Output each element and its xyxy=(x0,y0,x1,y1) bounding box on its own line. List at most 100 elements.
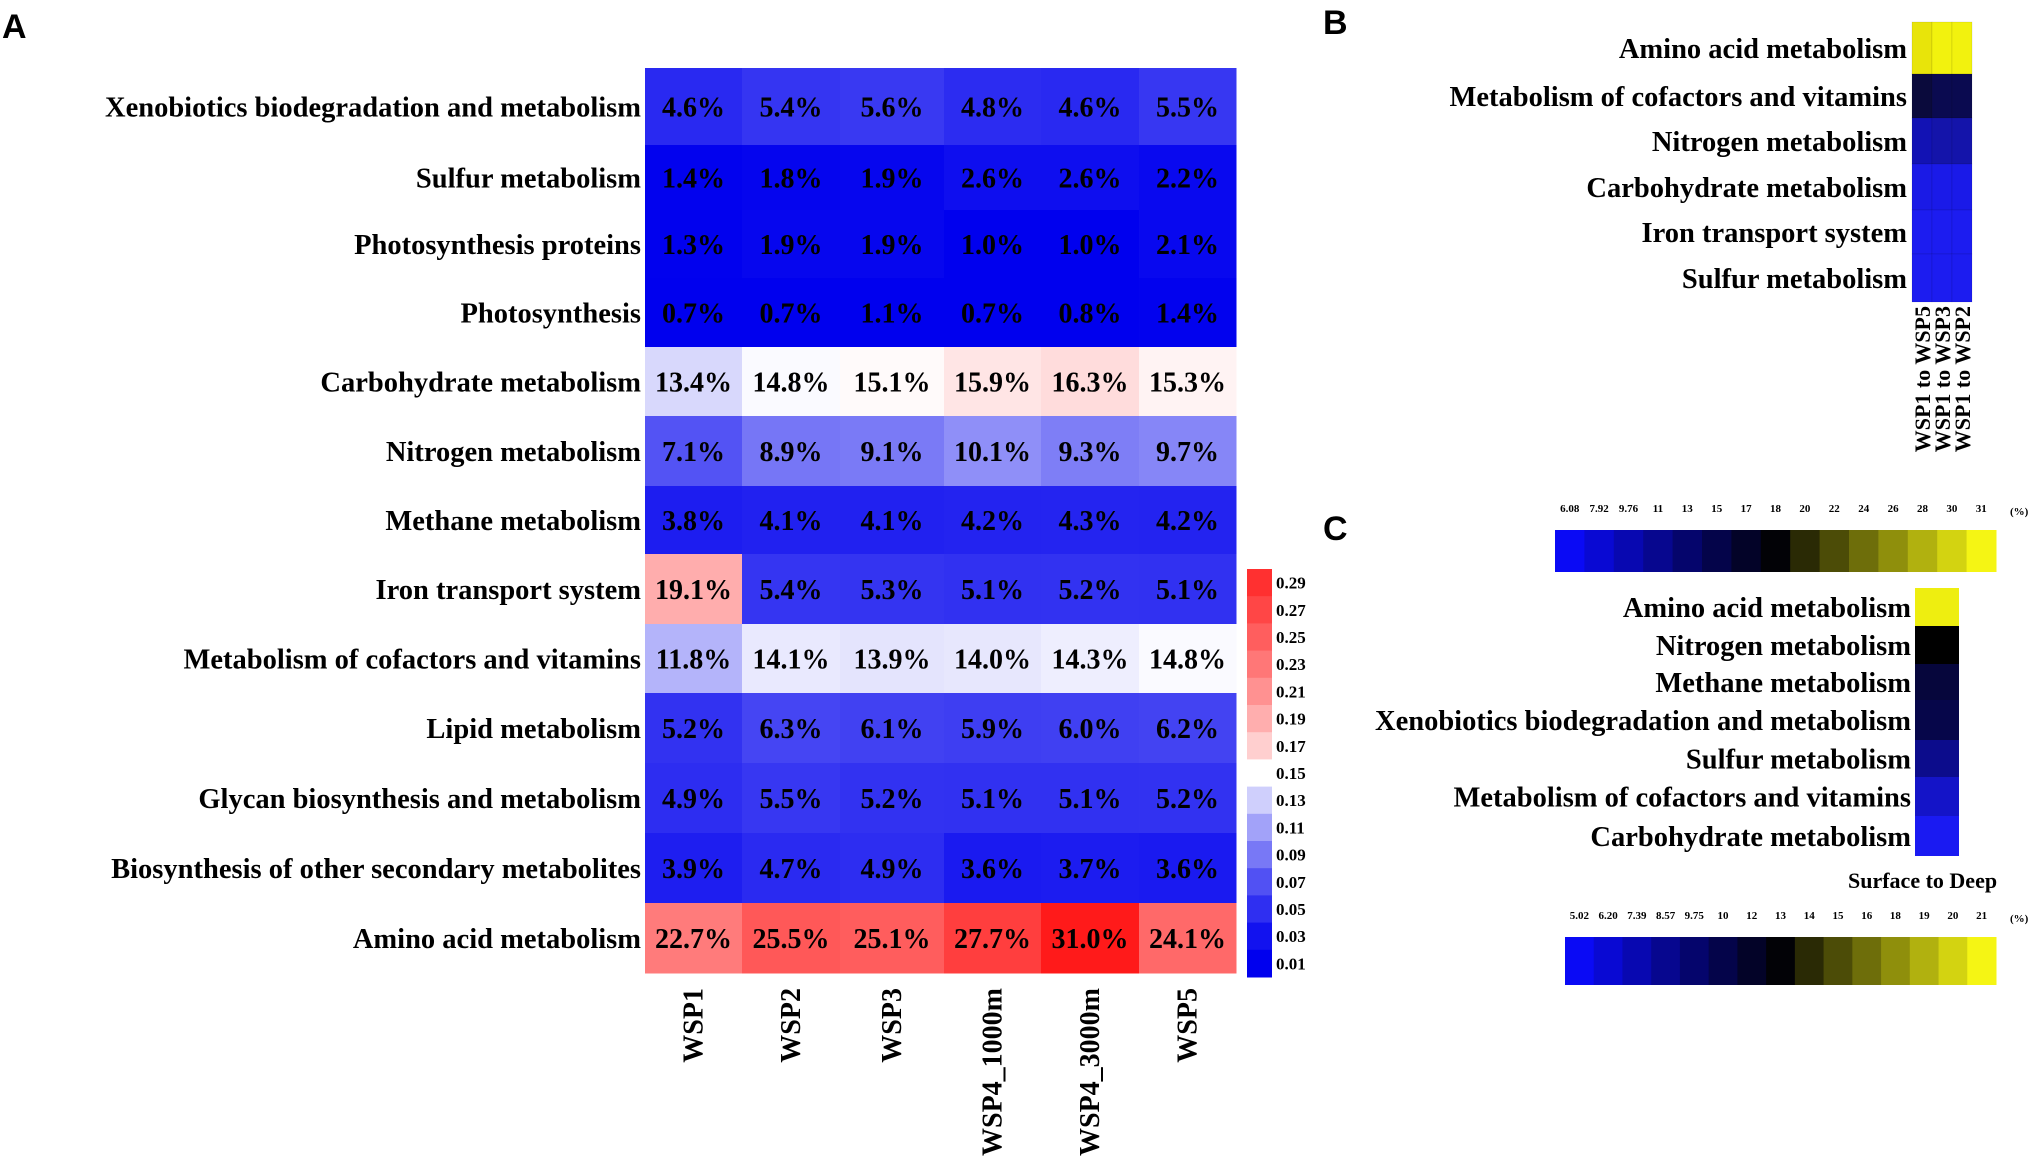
heatmap-cell xyxy=(1915,626,1959,664)
heatmap-cell xyxy=(1041,693,1140,764)
cell-value-label: 25.1% xyxy=(854,924,931,955)
row-label: Amino acid metabolism xyxy=(1619,34,1907,65)
cell-value-label: 4.6% xyxy=(662,93,725,124)
scale-swatch xyxy=(1584,530,1615,572)
cell-value-label: 24.1% xyxy=(1149,924,1226,955)
row-label: Sulfur metabolism xyxy=(1686,745,1911,776)
column-label: WSP1 xyxy=(679,988,710,1063)
scale-tick-label: 7.92 xyxy=(1589,503,1609,515)
cell-value-label: 5.2% xyxy=(1156,784,1219,815)
colorbar-swatch xyxy=(1247,569,1272,597)
colorbar-swatch xyxy=(1247,650,1272,679)
heatmap-cell xyxy=(742,693,841,764)
cell-value-label: 6.1% xyxy=(861,714,924,745)
scale-tick-label: 28 xyxy=(1917,503,1929,515)
heatmap-cell xyxy=(944,278,1042,348)
row-label: Carbohydrate metabolism xyxy=(1590,822,1911,853)
scale-tick-label: 7.39 xyxy=(1627,910,1647,922)
panel-b-row-labels: Amino acid metabolism Metabolism of cofac… xyxy=(1449,34,1907,295)
heatmap-cell xyxy=(1911,163,1933,211)
cell-value-label: 5.3% xyxy=(861,575,924,606)
scale-tick-label: 21 xyxy=(1976,910,1987,922)
colorbar-swatch xyxy=(1247,922,1272,951)
heatmap-cell xyxy=(645,763,743,834)
heatmap-cell xyxy=(944,693,1042,764)
cell-value-label: 5.2% xyxy=(861,784,924,815)
heatmap-cell xyxy=(1911,209,1933,255)
heatmap-cell xyxy=(1041,68,1140,146)
heatmap-cell xyxy=(944,68,1042,146)
colorbar-tick-label: 0.11 xyxy=(1276,818,1305,837)
heatmap-cell xyxy=(742,624,841,694)
colorbar-tick-label: 0.13 xyxy=(1276,791,1306,810)
heatmap-cell xyxy=(1915,740,1959,777)
cell-value-label: 1.9% xyxy=(861,164,924,195)
heatmap-cell xyxy=(645,693,743,764)
panel-c: C Amino acid metabolism Nitrogen metaboli… xyxy=(1323,510,1997,893)
row-label: Iron transport system xyxy=(376,575,642,606)
cell-value-label: 5.1% xyxy=(1059,784,1122,815)
scale-tick-label: 18 xyxy=(1890,910,1902,922)
colorbar-swatch xyxy=(1247,868,1272,896)
heatmap-cell xyxy=(1911,73,1933,119)
heatmap-cell xyxy=(1139,903,1237,974)
colorbar-tick-label: 0.29 xyxy=(1276,574,1306,593)
cell-value-label: 5.9% xyxy=(961,714,1024,745)
heatmap-cell xyxy=(1139,763,1237,834)
cell-value-label: 5.2% xyxy=(662,714,725,745)
scale-tick-label: 10 xyxy=(1718,910,1730,922)
heatmap-cell xyxy=(1041,833,1140,904)
heatmap-cell xyxy=(645,278,743,348)
heatmap-cell xyxy=(944,624,1042,694)
scale-tick-label: 6.08 xyxy=(1560,503,1580,515)
colorbar-swatch xyxy=(1247,623,1272,652)
scale-swatch xyxy=(1555,530,1585,572)
panel-a-colorbar: 0.29 0.27 0.25 0.23 0.21 0.19 0.17 0.15 0.13 0.11… xyxy=(1247,569,1306,978)
scale-swatch xyxy=(1593,937,1623,985)
cell-value-label: 14.8% xyxy=(1149,645,1226,676)
scale-swatch xyxy=(1967,937,1997,985)
heatmap-cell xyxy=(1041,416,1140,487)
heatmap-cell xyxy=(944,763,1042,834)
cell-value-label: 9.3% xyxy=(1059,437,1122,468)
heatmap-cell xyxy=(1041,763,1140,834)
heatmap-cell xyxy=(1139,693,1237,764)
panel-a: A Xenobiotics biodegradation and metabol… xyxy=(2,8,1306,1156)
scale-swatch xyxy=(1881,937,1911,985)
panel-a-heatmap-cells xyxy=(645,68,1237,974)
heatmap-cell xyxy=(840,624,945,694)
cell-value-label: 5.6% xyxy=(861,93,924,124)
cell-value-label: 1.4% xyxy=(662,164,725,195)
cell-value-label: 4.3% xyxy=(1059,506,1122,537)
colorbar-tick-label: 0.05 xyxy=(1276,900,1306,919)
heatmap-cell xyxy=(742,416,841,487)
colorbar-tick-label: 0.25 xyxy=(1276,628,1306,647)
column-label: WSP1 to WSP3 xyxy=(1930,306,1955,452)
heatmap-cell xyxy=(1915,816,1959,856)
row-label: Metabolism of cofactors and vitamins xyxy=(1449,82,1907,113)
cell-value-label: 3.6% xyxy=(961,854,1024,885)
cell-value-label: 3.7% xyxy=(1059,854,1122,885)
scale-tick-label: 12 xyxy=(1746,910,1758,922)
heatmap-cell xyxy=(840,486,945,555)
cell-value-label: 9.1% xyxy=(861,437,924,468)
scale-swatch xyxy=(1907,530,1938,572)
heatmap-cell xyxy=(840,763,945,834)
scale-tick-label: 13 xyxy=(1775,910,1787,922)
heatmap-cell xyxy=(1041,903,1140,974)
heatmap-cell xyxy=(742,347,841,417)
heatmap-cell xyxy=(1041,554,1140,625)
scale-swatch xyxy=(1622,937,1652,985)
cell-value-label: 1.4% xyxy=(1156,299,1219,330)
cell-value-label: 19.1% xyxy=(655,575,732,606)
cell-value-label: 2.6% xyxy=(961,164,1024,195)
cell-value-label: 3.9% xyxy=(662,854,725,885)
heatmap-cell xyxy=(645,210,743,279)
colorbar-tick-label: 0.03 xyxy=(1276,927,1306,946)
panel-a-column-labels: WSP1 WSP2 WSP3 WSP4_1000m WSP4_3000m WSP5 xyxy=(679,988,1204,1156)
heatmap-cell xyxy=(1931,163,1953,211)
heatmap-cell xyxy=(840,833,945,904)
panel-letter-c: C xyxy=(1323,510,1348,548)
heatmap-cell xyxy=(1041,347,1140,417)
cell-value-label: 5.2% xyxy=(1059,575,1122,606)
